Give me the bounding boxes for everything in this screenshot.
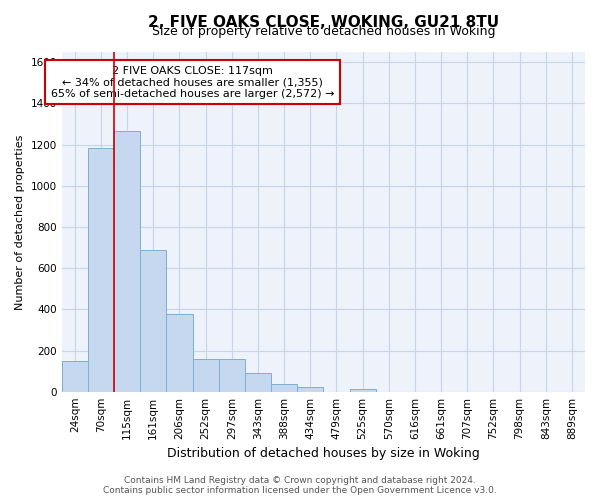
Title: 2, FIVE OAKS CLOSE, WOKING, GU21 8TU: 2, FIVE OAKS CLOSE, WOKING, GU21 8TU	[148, 15, 499, 30]
Bar	[245, 373, 271, 392]
Bar	[88, 148, 114, 392]
Bar	[350, 388, 376, 392]
Y-axis label: Number of detached properties: Number of detached properties	[15, 134, 25, 310]
Bar	[114, 132, 140, 392]
Bar	[271, 384, 297, 392]
X-axis label: Distribution of detached houses by size in Woking: Distribution of detached houses by size …	[167, 447, 480, 460]
Text: Size of property relative to detached houses in Woking: Size of property relative to detached ho…	[152, 26, 495, 38]
Text: 2 FIVE OAKS CLOSE: 117sqm
← 34% of detached houses are smaller (1,355)
65% of se: 2 FIVE OAKS CLOSE: 117sqm ← 34% of detac…	[51, 66, 334, 99]
Bar	[193, 358, 218, 392]
Bar	[62, 361, 88, 392]
Bar	[140, 250, 166, 392]
Bar	[218, 358, 245, 392]
Bar	[166, 314, 193, 392]
Bar	[297, 386, 323, 392]
Text: Contains HM Land Registry data © Crown copyright and database right 2024.
Contai: Contains HM Land Registry data © Crown c…	[103, 476, 497, 495]
